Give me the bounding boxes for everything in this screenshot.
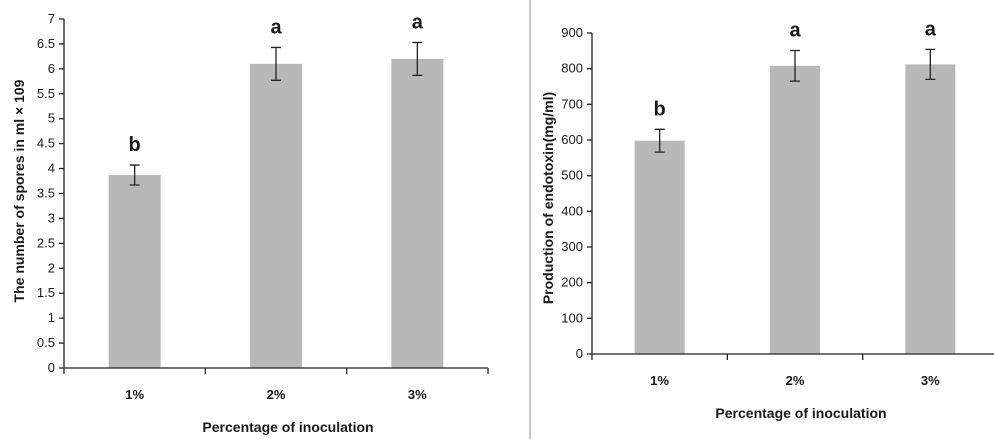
- bar: [905, 64, 956, 355]
- x-tick-label: 3%: [408, 387, 427, 402]
- significance-letter: a: [412, 11, 424, 33]
- endotoxin-y-axis-title: Production of endotoxin(mg/ml): [540, 92, 556, 304]
- y-tick-label: 1.5: [37, 285, 55, 300]
- endotoxin-error-bars: [654, 48, 936, 153]
- bar: [634, 140, 685, 354]
- y-tick-label: 900: [561, 25, 583, 40]
- panel-divider: [529, 0, 531, 439]
- y-tick-label: 2: [48, 260, 55, 275]
- y-tick-label: 3.5: [37, 186, 55, 201]
- y-tick-label: 6.5: [37, 36, 55, 51]
- y-tick-label: 4.5: [37, 136, 55, 151]
- spores-axes: [59, 18, 489, 374]
- bar: [770, 65, 820, 355]
- y-tick-label: 500: [561, 168, 583, 183]
- y-tick-label: 7: [48, 11, 55, 26]
- y-tick-label: 3: [48, 210, 55, 225]
- y-tick-label: 5: [48, 111, 55, 126]
- error-bar: [412, 41, 423, 76]
- y-tick-label: 400: [561, 203, 583, 218]
- y-tick-label: 2.5: [37, 235, 55, 250]
- endotoxin-significance-letters: b a a: [654, 18, 937, 120]
- significance-letter: a: [925, 18, 937, 40]
- y-tick-label: 200: [561, 275, 583, 290]
- x-tick-label: 1%: [125, 387, 144, 402]
- spores-y-axis-title: The number of spores in ml × 109: [11, 79, 27, 302]
- y-tick-label: 1: [48, 310, 55, 325]
- error-bar: [925, 48, 936, 81]
- bar: [391, 58, 444, 369]
- y-tick-label: 0: [48, 360, 55, 375]
- endotoxin-bars: [634, 64, 956, 355]
- spores-x-axis-title: Percentage of inoculation: [202, 419, 373, 435]
- x-tick-label: 1%: [650, 373, 669, 388]
- significance-letter: b: [654, 98, 666, 120]
- x-tick-label: 2%: [267, 387, 286, 402]
- spores-x-tick-labels: 1% 2% 3%: [125, 387, 427, 402]
- y-tick-label: 0.5: [37, 335, 55, 350]
- x-tick-label: 3%: [921, 373, 940, 388]
- endotoxin-x-axis-title: Percentage of inoculation: [715, 405, 886, 421]
- x-tick-label: 2%: [786, 373, 805, 388]
- spores-significance-letters: b a a: [129, 11, 424, 156]
- significance-letter: a: [270, 16, 282, 38]
- error-bar: [271, 46, 281, 81]
- endotoxin-x-tick-labels: 1% 2% 3%: [650, 373, 940, 388]
- endotoxin-chart: Production of endotoxin(mg/ml) 0 100 200…: [540, 18, 994, 421]
- error-bar: [790, 49, 800, 82]
- y-tick-label: 100: [561, 310, 583, 325]
- y-tick-label: 800: [561, 61, 583, 76]
- spores-error-bars: [129, 41, 423, 186]
- endotoxin-y-tick-labels: 0 100 200 300 400 500 600 700 800 900: [561, 25, 583, 361]
- y-tick-label: 700: [561, 96, 583, 111]
- y-tick-label: 300: [561, 239, 583, 254]
- bar: [108, 175, 161, 368]
- y-tick-label: 4: [48, 161, 55, 176]
- significance-letter: b: [129, 134, 141, 156]
- spores-chart: The number of spores in ml × 109 0 0.5 1…: [11, 11, 489, 435]
- y-tick-label: 6: [48, 61, 55, 76]
- significance-letter: a: [789, 19, 801, 41]
- error-bar: [129, 164, 140, 186]
- error-bar: [654, 128, 665, 153]
- y-tick-label: 0: [576, 346, 583, 361]
- bar: [250, 63, 302, 368]
- spores-bars: [108, 58, 444, 369]
- y-tick-label: 5.5: [37, 86, 55, 101]
- spores-y-tick-labels: 0 0.5 1 1.5 2 2.5 3 3.5 4 4.5 5 5.5 6 6.…: [37, 11, 55, 375]
- y-tick-label: 600: [561, 132, 583, 147]
- endotoxin-axes: [587, 32, 994, 360]
